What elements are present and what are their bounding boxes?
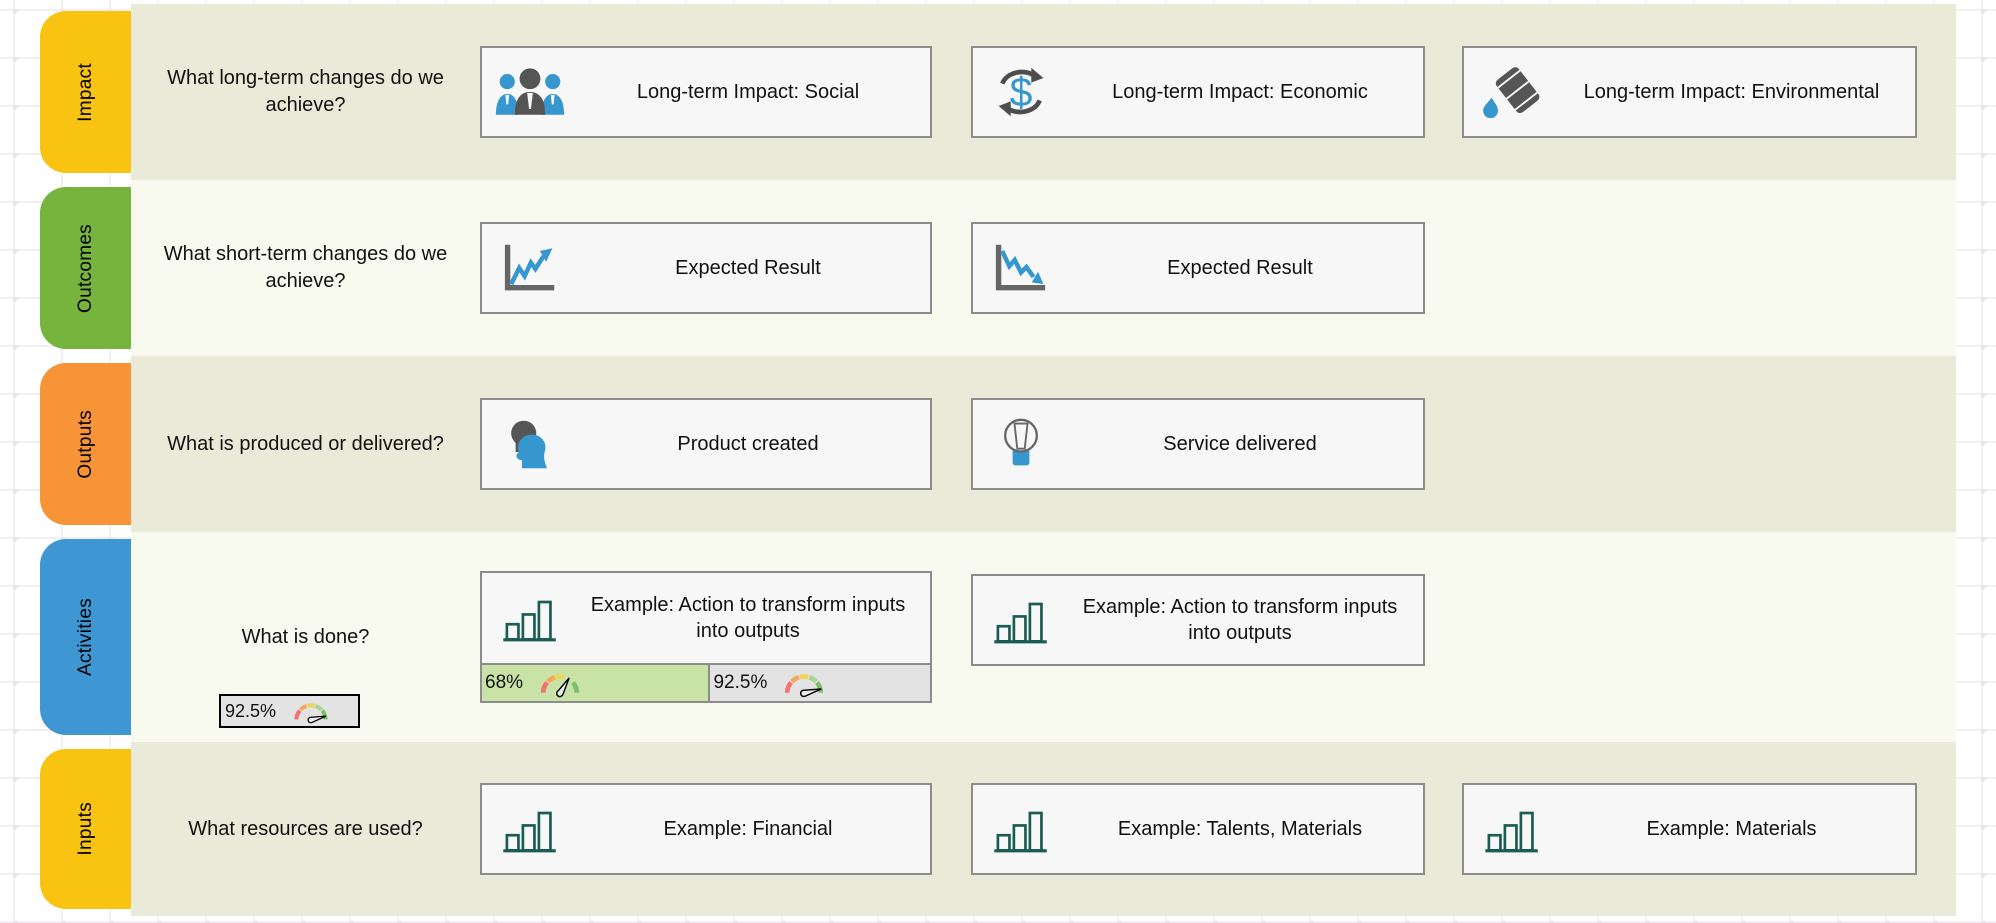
row-outputs: Outputs What is produced or delivered? P… [40, 356, 1956, 532]
card-label: Long-term Impact: Social [636, 81, 860, 103]
card-label: Example: Materials [1646, 818, 1817, 840]
bar-chart-icon [973, 596, 1069, 644]
row-impact: Impact What long-term changes do we achi… [40, 4, 1956, 180]
card-impact-environmental[interactable]: Long-term Impact: Environmental [1462, 46, 1917, 138]
activities-question: What is done? [241, 625, 370, 648]
card-activity-2[interactable]: Example: Action to transform inputs into… [971, 574, 1425, 666]
progress-cell-68[interactable]: 68% [482, 665, 711, 701]
lightbulb-icon [973, 417, 1069, 471]
card-input-materials[interactable]: Example: Materials [1462, 783, 1917, 875]
bar-chart-icon [482, 594, 578, 642]
row-outcomes: Outcomes What short-term changes do we a… [40, 180, 1956, 356]
card-product-created[interactable]: Product created [480, 398, 932, 490]
tab-outputs[interactable]: Outputs [40, 363, 131, 525]
tab-impact-label: Impact [74, 62, 96, 122]
svg-text:$: $ [1010, 69, 1033, 115]
card-input-talents-materials[interactable]: Example: Talents, Materials [971, 783, 1425, 875]
card-input-financial[interactable]: Example: Financial [480, 783, 932, 875]
row-inputs: Inputs What resources are used? Example:… [40, 742, 1956, 916]
card-label: Expected Result [1167, 257, 1313, 279]
card-expected-result-up[interactable]: Expected Result [480, 222, 932, 314]
progress-value: 92.5% [713, 672, 768, 693]
outputs-question: What is produced or delivered? [167, 432, 444, 455]
card-label: Long-term Impact: Economic [1112, 81, 1368, 103]
people-group-icon [482, 67, 578, 117]
activities-gauge-box[interactable]: 92.5% [219, 694, 360, 728]
gauge-icon [528, 668, 592, 698]
card-activity-1[interactable]: Example: Action to transform inputs into… [480, 571, 932, 703]
activity-progress-strip: 68% 92.5% [482, 663, 930, 701]
bar-chart-icon [1464, 805, 1560, 853]
gauge-value: 92.5% [225, 700, 277, 721]
card-label: Example: Financial [663, 818, 833, 840]
tab-inputs-label: Inputs [74, 802, 96, 856]
outcomes-question: What short-term changes do we achieve? [163, 243, 448, 292]
gauge-icon [282, 698, 340, 724]
card-label: Service delivered [1163, 433, 1317, 455]
progress-value: 68% [485, 672, 524, 693]
tab-outcomes-label: Outcomes [74, 223, 96, 313]
row-activities: Activities What is done? 92.5% [40, 532, 1956, 742]
oil-barrel-icon [1464, 64, 1560, 120]
tab-activities-label: Activities [74, 598, 96, 676]
card-label: Long-term Impact: Environmental [1583, 81, 1880, 103]
bar-chart-icon [482, 805, 578, 853]
card-label: Example: Action to transform inputs into… [1082, 596, 1398, 644]
card-label: Example: Talents, Materials [1117, 818, 1363, 840]
card-label: Example: Action to transform inputs into… [590, 594, 906, 642]
trend-down-chart-icon [973, 242, 1069, 294]
inputs-question: What resources are used? [188, 817, 423, 840]
tab-outcomes[interactable]: Outcomes [40, 187, 131, 349]
card-label: Expected Result [675, 257, 821, 279]
card-label: Product created [677, 433, 819, 455]
profile-heads-icon [482, 418, 578, 470]
trend-up-chart-icon [482, 242, 578, 294]
tab-outputs-label: Outputs [74, 409, 96, 479]
tab-impact[interactable]: Impact [40, 11, 131, 173]
card-expected-result-down[interactable]: Expected Result [971, 222, 1425, 314]
progress-cell-92[interactable]: 92.5% [710, 665, 930, 701]
gauge-icon [772, 668, 836, 698]
tab-activities[interactable]: Activities [40, 539, 131, 735]
dollar-cycle-icon: $ [973, 64, 1069, 120]
card-impact-economic[interactable]: $ Long-term Impact: Economic [971, 46, 1425, 138]
impact-question: What long-term changes do we achieve? [167, 67, 444, 116]
bar-chart-icon [973, 805, 1069, 853]
card-service-delivered[interactable]: Service delivered [971, 398, 1425, 490]
card-impact-social[interactable]: Long-term Impact: Social [480, 46, 932, 138]
tab-inputs[interactable]: Inputs [40, 749, 131, 909]
